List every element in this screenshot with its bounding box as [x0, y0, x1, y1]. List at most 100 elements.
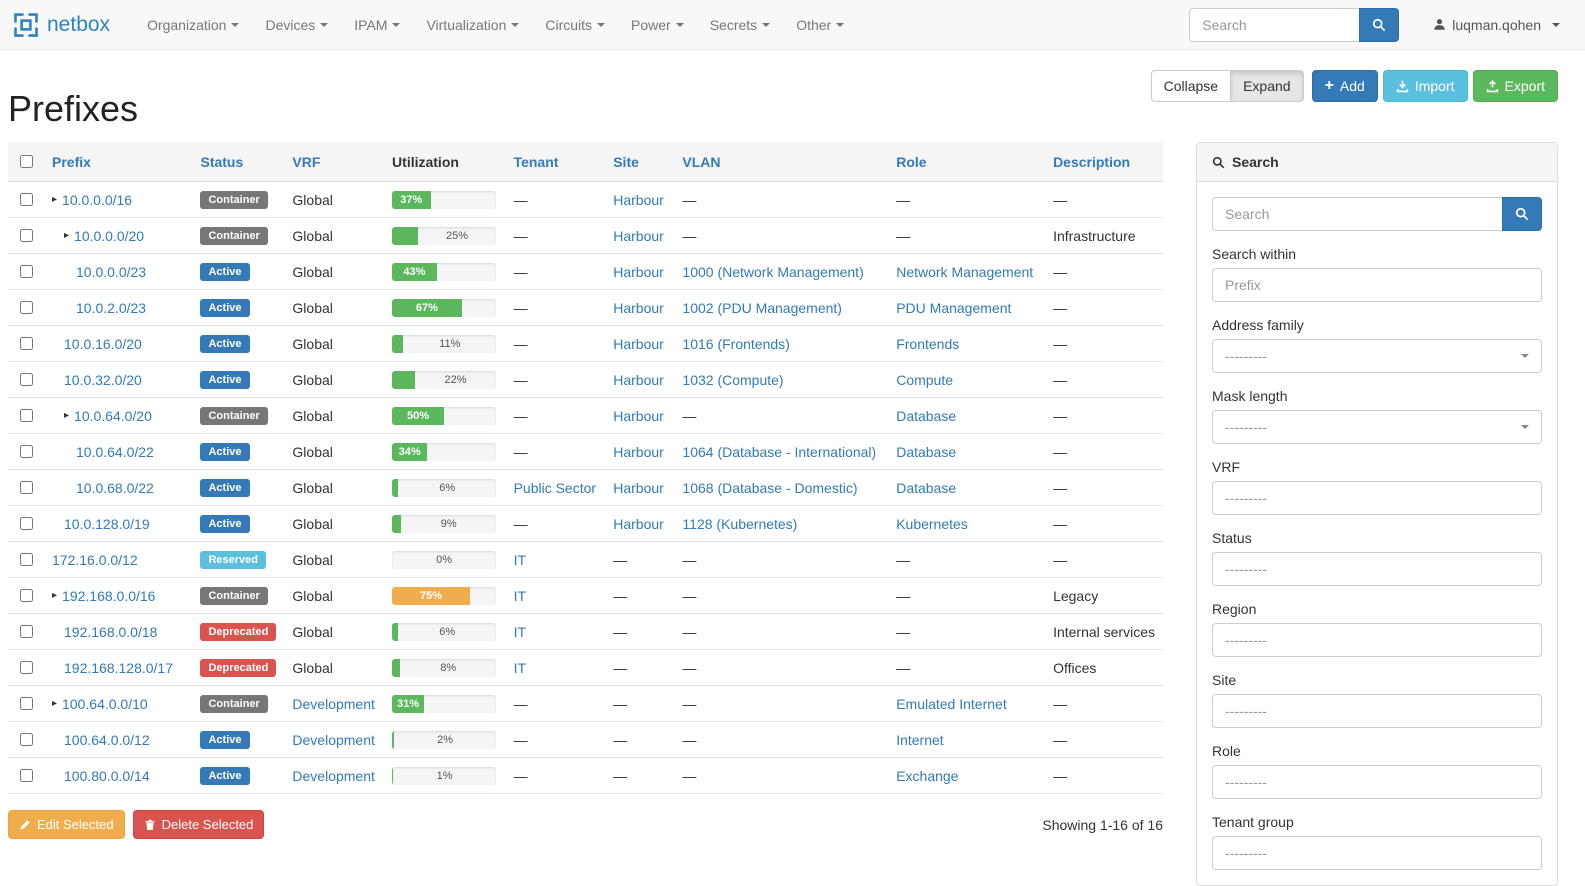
prefix-link[interactable]: 192.168.0.0/16: [62, 587, 156, 604]
nav-item-devices[interactable]: Devices: [252, 0, 341, 50]
row-checkbox[interactable]: [20, 229, 33, 242]
role-link[interactable]: PDU Management: [896, 299, 1012, 316]
role-link[interactable]: Compute: [896, 371, 954, 388]
vrf-link[interactable]: Development: [292, 731, 375, 748]
role-link[interactable]: Emulated Internet: [896, 695, 1007, 712]
expand-arrow-icon[interactable]: ▸: [52, 194, 58, 205]
netbox-brand[interactable]: netbox: [12, 11, 110, 39]
site-link[interactable]: Harbour: [613, 335, 664, 352]
navbar-search-input[interactable]: [1189, 7, 1360, 42]
tenant-link[interactable]: IT: [513, 551, 527, 568]
select-all-checkbox[interactable]: [20, 155, 33, 168]
nav-item-organization[interactable]: Organization: [134, 0, 252, 50]
export-button[interactable]: Export: [1472, 70, 1558, 102]
filter-input-region[interactable]: [1212, 623, 1542, 657]
nav-item-secrets[interactable]: Secrets: [697, 0, 783, 50]
vlan-link[interactable]: 1064 (Database - International): [682, 443, 877, 460]
filter-select-mask-length[interactable]: ---------: [1212, 410, 1542, 444]
vlan-link[interactable]: 1002 (PDU Management): [682, 299, 842, 316]
role-link[interactable]: Kubernetes: [896, 515, 968, 532]
role-link[interactable]: Network Management: [896, 263, 1034, 280]
nav-item-circuits[interactable]: Circuits: [532, 0, 618, 50]
prefix-link[interactable]: 10.0.128.0/19: [64, 515, 150, 532]
site-link[interactable]: Harbour: [613, 299, 664, 316]
column-header-link[interactable]: VLAN: [682, 153, 721, 170]
prefix-link[interactable]: 10.0.0.0/20: [74, 227, 145, 244]
prefix-link[interactable]: 10.0.0.0/16: [62, 191, 133, 208]
row-checkbox[interactable]: [20, 553, 33, 566]
vrf-link[interactable]: Development: [292, 695, 375, 712]
delete-selected-button[interactable]: Delete Selected: [132, 810, 265, 839]
tenant-link[interactable]: IT: [513, 623, 527, 640]
expand-arrow-icon[interactable]: ▸: [64, 230, 70, 241]
filter-input-status[interactable]: [1212, 552, 1542, 586]
vrf-link[interactable]: Development: [292, 767, 375, 784]
role-link[interactable]: Frontends: [896, 335, 960, 352]
add-button[interactable]: + Add: [1311, 70, 1378, 102]
vlan-link[interactable]: 1068 (Database - Domestic): [682, 479, 858, 496]
column-header-role[interactable]: Role: [888, 142, 1046, 182]
row-checkbox[interactable]: [20, 625, 33, 638]
prefix-link[interactable]: 100.64.0.0/10: [62, 695, 148, 712]
expand-arrow-icon[interactable]: ▸: [64, 410, 70, 421]
site-link[interactable]: Harbour: [613, 263, 664, 280]
column-header-link[interactable]: Status: [200, 153, 244, 170]
site-link[interactable]: Harbour: [613, 479, 664, 496]
column-header-description[interactable]: Description: [1045, 142, 1163, 182]
row-checkbox[interactable]: [20, 445, 33, 458]
column-header-vrf[interactable]: VRF: [284, 142, 385, 182]
nav-item-power[interactable]: Power: [618, 0, 697, 50]
row-checkbox[interactable]: [20, 481, 33, 494]
prefix-link[interactable]: 10.0.2.0/23: [76, 299, 147, 316]
prefix-link[interactable]: 10.0.16.0/20: [64, 335, 142, 352]
role-link[interactable]: Database: [896, 443, 957, 460]
row-checkbox[interactable]: [20, 733, 33, 746]
column-header-link[interactable]: VRF: [292, 153, 321, 170]
column-header-link[interactable]: Site: [613, 153, 639, 170]
prefix-link[interactable]: 192.168.128.0/17: [64, 659, 173, 676]
vlan-link[interactable]: 1032 (Compute): [682, 371, 784, 388]
prefix-link[interactable]: 10.0.0.0/23: [76, 263, 147, 280]
row-checkbox[interactable]: [20, 193, 33, 206]
collapse-button[interactable]: Collapse: [1150, 70, 1232, 102]
prefix-link[interactable]: 10.0.64.0/20: [74, 407, 152, 424]
role-link[interactable]: Database: [896, 407, 957, 424]
column-header-prefix[interactable]: Prefix: [44, 142, 193, 182]
column-header-tenant[interactable]: Tenant: [505, 142, 606, 182]
nav-item-ipam[interactable]: IPAM: [341, 0, 413, 50]
expand-arrow-icon[interactable]: ▸: [52, 590, 58, 601]
nav-item-virtualization[interactable]: Virtualization: [413, 0, 532, 50]
filter-input-vrf[interactable]: [1212, 481, 1542, 515]
site-link[interactable]: Harbour: [613, 227, 664, 244]
row-checkbox[interactable]: [20, 517, 33, 530]
row-checkbox[interactable]: [20, 409, 33, 422]
column-header-link[interactable]: Description: [1053, 153, 1131, 170]
row-checkbox[interactable]: [20, 265, 33, 278]
column-header-vlan[interactable]: VLAN: [674, 142, 889, 182]
prefix-link[interactable]: 100.80.0.0/14: [64, 767, 150, 784]
site-link[interactable]: Harbour: [613, 371, 664, 388]
site-link[interactable]: Harbour: [613, 407, 664, 424]
row-checkbox[interactable]: [20, 769, 33, 782]
import-button[interactable]: Import: [1382, 70, 1468, 102]
filter-input-site[interactable]: [1212, 694, 1542, 728]
expand-button[interactable]: Expand: [1230, 70, 1304, 102]
filter-select-address-family[interactable]: ---------: [1212, 339, 1542, 373]
column-header-link[interactable]: Prefix: [52, 153, 91, 170]
row-checkbox[interactable]: [20, 337, 33, 350]
prefix-link[interactable]: 172.16.0.0/12: [52, 551, 138, 568]
site-link[interactable]: Harbour: [613, 443, 664, 460]
row-checkbox[interactable]: [20, 373, 33, 386]
tenant-link[interactable]: IT: [513, 587, 527, 604]
column-header-site[interactable]: Site: [605, 142, 675, 182]
filter-input-tenant-group[interactable]: [1212, 836, 1542, 870]
column-header-link[interactable]: Tenant: [513, 153, 559, 170]
vlan-link[interactable]: 1128 (Kubernetes): [682, 515, 798, 532]
sidebar-search-button[interactable]: [1502, 197, 1542, 231]
column-header-status[interactable]: Status: [192, 142, 285, 182]
tenant-link[interactable]: IT: [513, 659, 527, 676]
row-checkbox[interactable]: [20, 589, 33, 602]
prefix-link[interactable]: 10.0.68.0/22: [76, 479, 154, 496]
user-menu[interactable]: luqman.qohen: [1433, 17, 1560, 33]
expand-arrow-icon[interactable]: ▸: [52, 698, 58, 709]
